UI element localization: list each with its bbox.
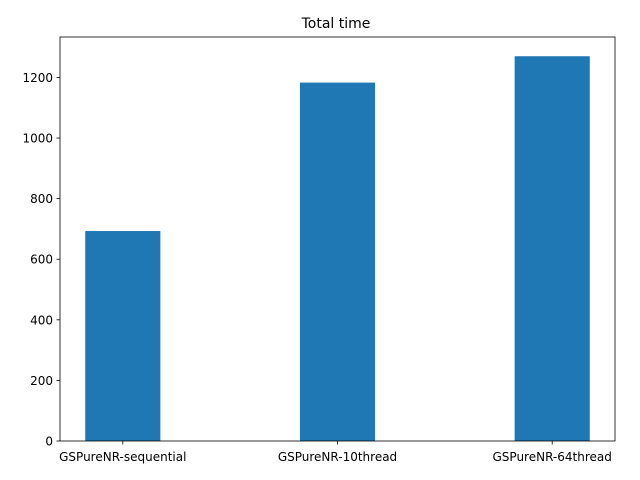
plot-frame [59, 36, 616, 442]
y-tick-label: 0 [45, 435, 53, 449]
bar-2 [299, 82, 376, 442]
y-axis: 0 200 400 600 800 1000 1200 [22, 71, 60, 449]
y-tick-label: 400 [30, 313, 53, 327]
x-tick-label: GSPureNR-64thread [493, 450, 612, 464]
bar-3 [514, 56, 590, 441]
bar-series [85, 56, 590, 442]
x-tick-label: GSPureNR-10thread [278, 450, 397, 464]
chart-title: Total time [301, 16, 371, 32]
bar-1 [85, 231, 161, 441]
y-tick-label: 600 [30, 253, 53, 267]
x-axis: GSPureNR-sequential GSPureNR-10thread GSPu… [59, 441, 612, 464]
y-tick-label: 1000 [22, 132, 53, 146]
x-tick-label: GSPureNR-sequential [59, 450, 186, 464]
y-tick-label: 800 [30, 192, 53, 206]
y-tick-label: 200 [30, 374, 53, 388]
y-tick-label: 1200 [22, 71, 53, 85]
